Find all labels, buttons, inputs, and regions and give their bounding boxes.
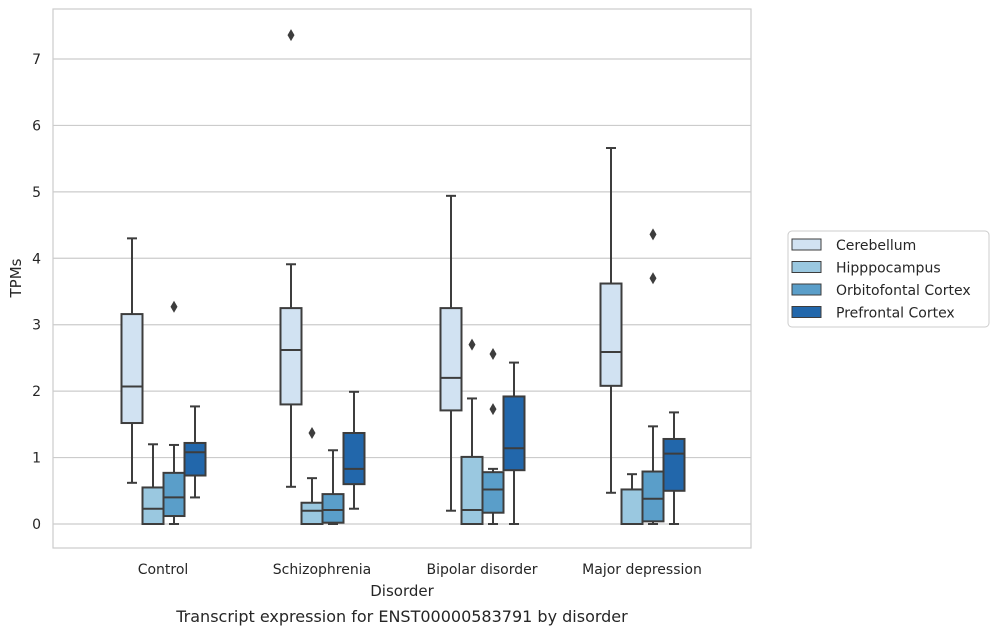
iqr-box <box>481 471 505 514</box>
legend-swatch <box>791 238 822 251</box>
iqr-box <box>502 395 526 472</box>
iqr-box <box>300 501 324 526</box>
box-plot <box>599 147 623 494</box>
iqr-box <box>620 488 644 526</box>
box-plot <box>342 390 366 510</box>
y-tick-label: 4 <box>32 251 41 267</box>
box-plot <box>279 29 303 488</box>
y-tick-label: 6 <box>32 118 41 134</box>
box-plot <box>141 443 165 526</box>
x-tick-label: Major depression <box>582 562 702 578</box>
box-plot <box>321 449 345 525</box>
iqr-box <box>460 455 484 525</box>
outlier-point <box>649 272 657 285</box>
iqr-box <box>120 313 144 425</box>
x-tick-label: Control <box>138 562 189 578</box>
outlier-point <box>489 347 497 360</box>
box-plot <box>439 194 463 512</box>
x-axis-label: Disorder <box>370 582 434 600</box>
legend-frame <box>787 230 990 328</box>
y-tick-label: 1 <box>32 451 41 467</box>
outlier-point <box>308 426 316 439</box>
box-plot <box>502 361 526 525</box>
y-tick-label: 7 <box>32 52 41 68</box>
legend-swatch <box>791 306 822 318</box>
x-tick-label: Schizophrenia <box>273 562 371 578</box>
plot-area-frame <box>52 8 752 549</box>
x-tick-label: Bipolar disorder <box>426 562 537 578</box>
iqr-box <box>662 437 686 492</box>
y-tick-label: 3 <box>32 318 41 334</box>
box-plot <box>620 473 644 526</box>
x-axis-ticks: Control Schizophrenia Bipolar disorder Majo… <box>138 562 702 578</box>
iqr-box <box>439 307 463 412</box>
y-tick-label: 5 <box>32 185 41 201</box>
legend-swatch <box>791 261 822 273</box>
outlier-point <box>468 338 476 351</box>
iqr-box <box>342 431 366 486</box>
iqr-box <box>141 486 165 526</box>
box-plot <box>120 237 144 484</box>
box-plot <box>481 347 505 525</box>
outlier-point <box>287 29 295 42</box>
iqr-box <box>279 307 303 406</box>
iqr-box <box>641 470 665 523</box>
legend-label: Orbitofontal Cortex <box>836 283 971 299</box>
iqr-box <box>162 471 186 518</box>
iqr-box <box>321 493 345 524</box>
box-plot <box>662 411 686 525</box>
iqr-box <box>599 282 623 387</box>
box-plot <box>300 426 324 526</box>
box-plot <box>183 405 207 499</box>
chart-caption: Transcript expression for ENST0000058379… <box>175 607 628 626</box>
grid-lines <box>53 58 751 525</box>
y-axis-ticks: 0 1 2 3 4 5 6 7 <box>32 52 41 533</box>
box-plot-groups <box>120 29 686 526</box>
y-tick-label: 0 <box>32 517 41 533</box>
outlier-point <box>489 403 497 416</box>
legend-label: Prefrontal Cortex <box>836 306 955 322</box>
box-plot <box>460 338 484 525</box>
y-axis-label: TPMs <box>7 258 25 298</box>
box-plot <box>641 228 665 525</box>
y-tick-label: 2 <box>32 384 41 400</box>
outlier-point <box>649 228 657 241</box>
outlier-point <box>170 300 178 313</box>
legend: Cerebellum Hipppocampus Orbitofontal Corte… <box>787 230 990 328</box>
legend-label: Cerebellum <box>836 238 916 254</box>
legend-swatch <box>791 283 822 296</box>
iqr-box <box>183 441 207 477</box>
box-plot <box>162 300 186 525</box>
legend-label: Hipppocampus <box>836 261 941 277</box>
